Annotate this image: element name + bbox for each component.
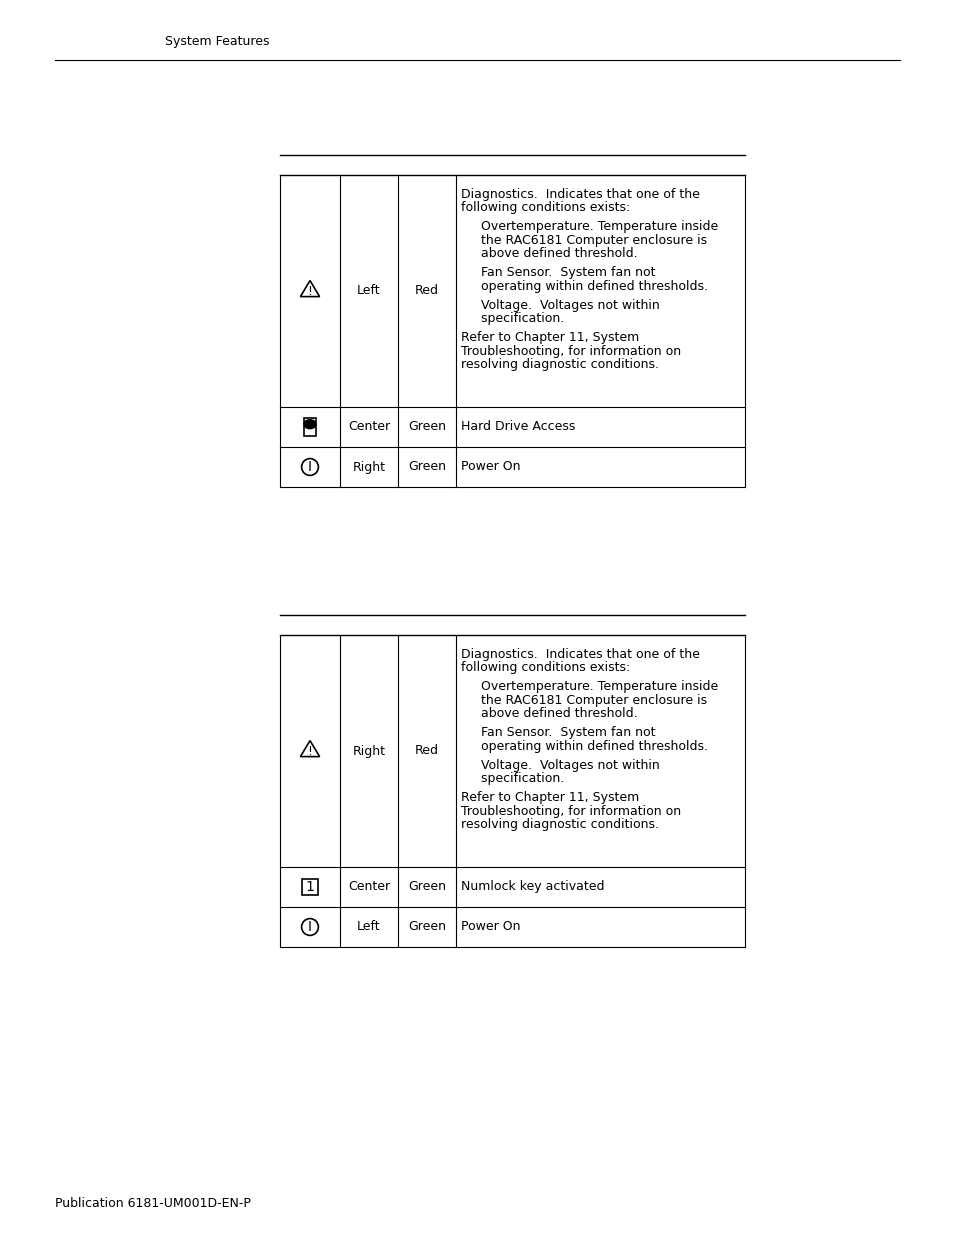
Text: Red: Red <box>415 745 438 757</box>
Text: Red: Red <box>415 284 438 298</box>
Text: Overtemperature. Temperature inside: Overtemperature. Temperature inside <box>460 220 718 233</box>
Text: System Features: System Features <box>165 35 269 48</box>
Text: Diagnostics.  Indicates that one of the: Diagnostics. Indicates that one of the <box>460 648 700 661</box>
Text: I: I <box>308 459 312 474</box>
Text: 1: 1 <box>305 881 314 894</box>
Text: !: ! <box>307 745 313 758</box>
Text: Left: Left <box>356 920 380 934</box>
Text: Troubleshooting, for information on: Troubleshooting, for information on <box>460 804 680 818</box>
Text: the RAC6181 Computer enclosure is: the RAC6181 Computer enclosure is <box>460 233 706 247</box>
Text: specification.: specification. <box>460 772 563 785</box>
Bar <box>304 419 315 436</box>
Text: Troubleshooting, for information on: Troubleshooting, for information on <box>460 345 680 358</box>
Text: Green: Green <box>408 920 446 934</box>
Text: resolving diagnostic conditions.: resolving diagnostic conditions. <box>460 818 659 831</box>
Text: Publication 6181-UM001D-EN-P: Publication 6181-UM001D-EN-P <box>55 1197 251 1210</box>
Text: specification.: specification. <box>460 312 563 325</box>
Bar <box>302 879 317 894</box>
Text: I: I <box>308 920 312 934</box>
Text: Green: Green <box>408 420 446 433</box>
Text: the RAC6181 Computer enclosure is: the RAC6181 Computer enclosure is <box>460 694 706 706</box>
Text: Voltage.  Voltages not within: Voltage. Voltages not within <box>460 758 659 772</box>
Text: Hard Drive Access: Hard Drive Access <box>460 420 575 433</box>
Text: Power On: Power On <box>460 459 520 473</box>
Text: Right: Right <box>352 461 385 473</box>
Ellipse shape <box>304 420 315 429</box>
Text: Left: Left <box>356 284 380 298</box>
Text: Green: Green <box>408 881 446 893</box>
Text: resolving diagnostic conditions.: resolving diagnostic conditions. <box>460 358 659 370</box>
Text: following conditions exists:: following conditions exists: <box>460 201 630 215</box>
Text: Center: Center <box>348 420 390 433</box>
Text: Refer to Chapter 11, System: Refer to Chapter 11, System <box>460 792 639 804</box>
Text: Fan Sensor.  System fan not: Fan Sensor. System fan not <box>460 726 655 740</box>
Text: Right: Right <box>352 745 385 757</box>
Text: above defined threshold.: above defined threshold. <box>460 247 637 261</box>
Text: Numlock key activated: Numlock key activated <box>460 881 604 893</box>
Text: Green: Green <box>408 461 446 473</box>
Text: operating within defined thresholds.: operating within defined thresholds. <box>460 740 707 753</box>
Text: Power On: Power On <box>460 920 520 932</box>
Text: operating within defined thresholds.: operating within defined thresholds. <box>460 280 707 293</box>
Text: !: ! <box>307 285 313 299</box>
Text: Overtemperature. Temperature inside: Overtemperature. Temperature inside <box>460 680 718 693</box>
Text: Center: Center <box>348 881 390 893</box>
Text: Diagnostics.  Indicates that one of the: Diagnostics. Indicates that one of the <box>460 188 700 201</box>
Text: Fan Sensor.  System fan not: Fan Sensor. System fan not <box>460 267 655 279</box>
Text: following conditions exists:: following conditions exists: <box>460 662 630 674</box>
Text: above defined threshold.: above defined threshold. <box>460 708 637 720</box>
Text: Voltage.  Voltages not within: Voltage. Voltages not within <box>460 299 659 311</box>
Text: Refer to Chapter 11, System: Refer to Chapter 11, System <box>460 331 639 345</box>
